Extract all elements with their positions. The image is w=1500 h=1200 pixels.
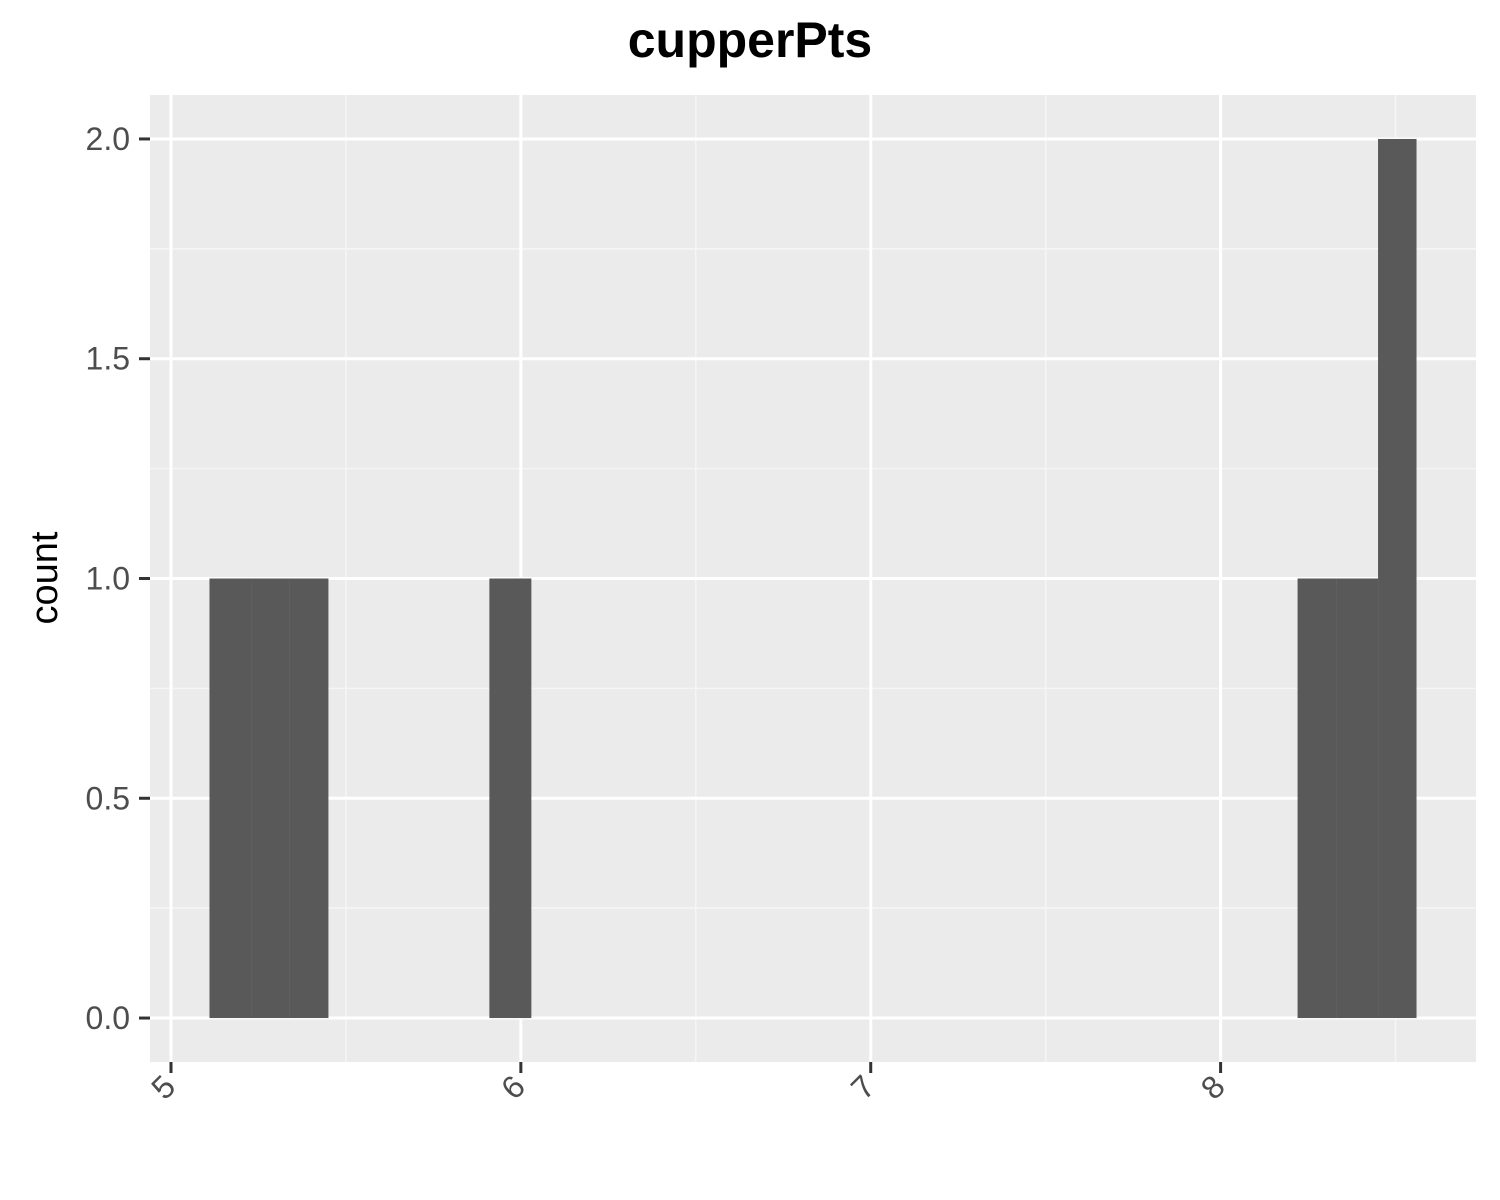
histogram-bar [489,578,532,1019]
x-tick-label: 6 [494,1068,532,1106]
y-tick-label: 0.0 [86,1000,130,1036]
histogram-bar [1297,578,1337,1019]
x-tick-label: 8 [1194,1068,1232,1106]
y-tick-label: 1.5 [86,341,130,377]
y-axis-title: count [24,531,66,624]
y-tick-label: 1.0 [86,561,130,597]
histogram-bar [289,578,329,1019]
x-tick-label: 7 [844,1068,882,1106]
y-tick-label: 0.5 [86,780,130,816]
histogram-bar [1336,578,1379,1019]
histogram-bar [1378,138,1417,1019]
chart-title: cupperPts [628,12,873,68]
histogram-bar [251,578,290,1019]
x-tick-label: 5 [144,1068,182,1106]
histogram-bar [209,578,252,1019]
y-tick-label: 2.0 [86,121,130,157]
